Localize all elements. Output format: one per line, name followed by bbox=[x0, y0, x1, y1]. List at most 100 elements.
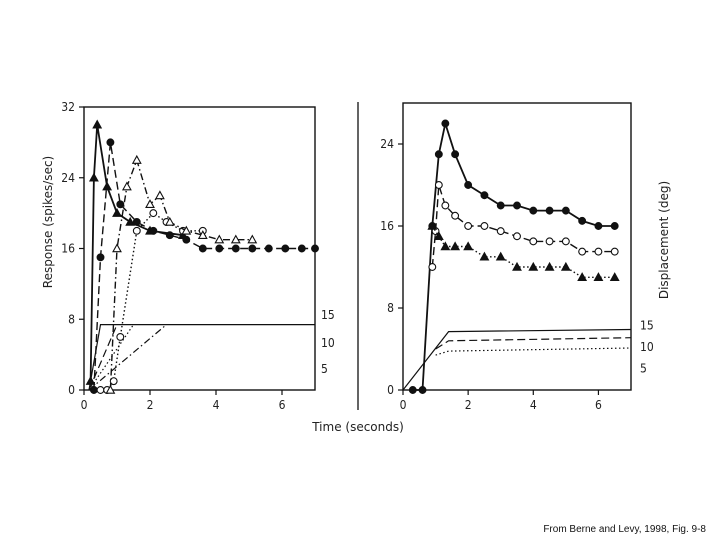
data-point bbox=[109, 377, 118, 386]
y-tick-label: 0 bbox=[387, 383, 394, 397]
stimulus-trace bbox=[435, 337, 632, 350]
x-tick-label: 2 bbox=[147, 398, 154, 412]
data-point bbox=[513, 201, 521, 210]
y-tick-label: 0 bbox=[68, 383, 75, 397]
data-point bbox=[561, 206, 570, 215]
data-point bbox=[441, 119, 450, 128]
data-point bbox=[545, 237, 554, 246]
data-point bbox=[214, 234, 225, 244]
data-point bbox=[198, 244, 207, 253]
data-point bbox=[121, 181, 132, 191]
data-point bbox=[495, 251, 506, 261]
series-line bbox=[412, 119, 615, 391]
data-point bbox=[451, 150, 460, 159]
data-point bbox=[297, 244, 306, 253]
displacement-label: 10 bbox=[640, 340, 654, 354]
stimulus-trace bbox=[88, 324, 167, 391]
data-point bbox=[264, 244, 273, 253]
data-point bbox=[433, 231, 444, 240]
data-point bbox=[440, 241, 451, 251]
data-point bbox=[594, 247, 603, 256]
series-line bbox=[431, 225, 615, 278]
data-point bbox=[197, 230, 208, 239]
data-point bbox=[451, 211, 460, 220]
y-tick-label: 16 bbox=[61, 242, 75, 256]
x-tick-label: 2 bbox=[465, 398, 472, 412]
y-tick-label: 8 bbox=[387, 301, 394, 315]
data-point bbox=[463, 241, 474, 251]
stimulus-trace bbox=[435, 347, 632, 356]
data-point bbox=[96, 253, 105, 262]
data-point bbox=[182, 235, 191, 244]
data-point bbox=[480, 191, 489, 200]
data-point bbox=[132, 218, 141, 226]
data-point bbox=[479, 251, 490, 261]
data-point bbox=[105, 384, 116, 394]
data-point bbox=[594, 222, 603, 230]
data-point bbox=[544, 261, 555, 271]
y-tick-label: 24 bbox=[380, 137, 394, 151]
y-tick-label: 16 bbox=[380, 219, 394, 233]
data-point bbox=[418, 386, 427, 394]
stimulus-trace bbox=[88, 324, 315, 391]
data-point bbox=[281, 244, 290, 253]
series-line bbox=[93, 142, 315, 391]
y-tick-label: 32 bbox=[61, 100, 75, 114]
data-point bbox=[428, 263, 437, 271]
data-point bbox=[132, 226, 141, 235]
data-point bbox=[125, 216, 136, 226]
x-axis-title: Time (seconds) bbox=[311, 420, 404, 434]
data-point bbox=[92, 119, 103, 129]
data-point bbox=[434, 150, 443, 159]
data-point bbox=[480, 222, 489, 230]
data-point bbox=[529, 206, 538, 215]
data-point bbox=[578, 216, 587, 225]
displacement-label: 5 bbox=[321, 362, 328, 376]
data-point bbox=[230, 234, 241, 244]
data-point bbox=[89, 386, 98, 394]
data-point bbox=[248, 244, 257, 253]
data-point bbox=[450, 241, 461, 251]
data-point bbox=[112, 207, 122, 217]
displacement-label: 15 bbox=[640, 318, 654, 332]
right-plot-frame bbox=[402, 102, 632, 391]
data-point bbox=[560, 261, 571, 271]
data-point bbox=[116, 200, 125, 209]
data-point bbox=[112, 243, 122, 253]
data-point bbox=[593, 272, 604, 282]
series-line bbox=[89, 124, 184, 382]
data-point bbox=[441, 201, 450, 210]
x-tick-label: 4 bbox=[530, 398, 537, 412]
data-point bbox=[545, 206, 554, 215]
data-point bbox=[464, 181, 473, 189]
data-point bbox=[149, 209, 158, 218]
data-point bbox=[181, 225, 192, 235]
y-tick-label: 8 bbox=[68, 312, 75, 326]
data-point bbox=[434, 181, 443, 189]
stimulus-trace bbox=[88, 324, 134, 391]
data-point bbox=[88, 172, 99, 182]
data-point bbox=[149, 226, 158, 235]
x-tick-label: 0 bbox=[400, 398, 407, 412]
data-point bbox=[529, 237, 538, 246]
data-point bbox=[164, 216, 175, 226]
data-point bbox=[231, 244, 240, 253]
series-line bbox=[431, 184, 615, 268]
displacement-label: 15 bbox=[321, 308, 335, 322]
data-point bbox=[513, 232, 521, 241]
data-point bbox=[96, 386, 105, 394]
y-tick-label: 24 bbox=[61, 171, 75, 185]
series-line bbox=[109, 157, 253, 391]
data-point bbox=[131, 154, 142, 164]
data-point bbox=[311, 244, 319, 253]
data-point bbox=[145, 199, 155, 209]
data-point bbox=[215, 244, 224, 253]
data-point bbox=[85, 376, 96, 385]
x-tick-label: 4 bbox=[213, 398, 220, 412]
data-point bbox=[247, 234, 258, 244]
data-point bbox=[561, 237, 570, 246]
figure-credit: From Berne and Levy, 1998, Fig. 9-8 bbox=[543, 524, 706, 535]
